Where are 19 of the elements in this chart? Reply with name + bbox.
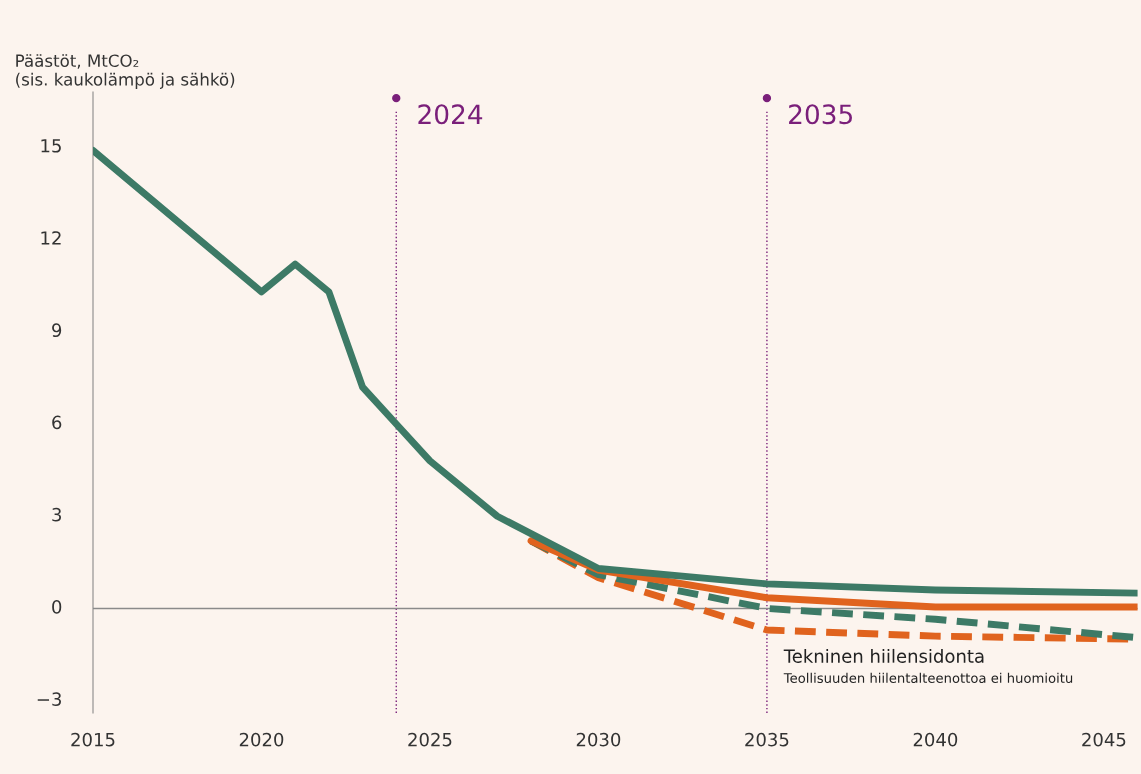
ref-line-label: 2035 [789,104,852,125]
y-tick-label: 9 [52,323,62,338]
y-tick-label: 15 [41,139,61,153]
y-tick-label: 0 [52,600,62,614]
x-tick-label: 2015 [71,732,115,747]
x-tick-label: 2030 [576,732,621,747]
y-axis-title: Päästöt, MtCO₂ (sis. kaukolämpö ja sähkö) [16,54,235,89]
y-tick-label: 6 [52,415,62,430]
y-tick-label: 3 [52,507,61,522]
x-tick-label: 2040 [913,732,958,747]
x-tick-label: 2025 [408,732,452,747]
x-tick-label: 2020 [239,732,284,747]
y-tick-label: −3 [37,692,61,706]
annotation: Tekninen hiilensidonta [783,648,984,663]
x-tick-label: 2035 [745,732,789,747]
annotation: Teollisuuden hiilentalteenottoa ei huomioitu [783,672,1073,684]
x-tick-label: 2045 [1082,732,1126,747]
y-tick-label: 12 [41,231,61,245]
ref-line-label: 2024 [418,104,483,125]
